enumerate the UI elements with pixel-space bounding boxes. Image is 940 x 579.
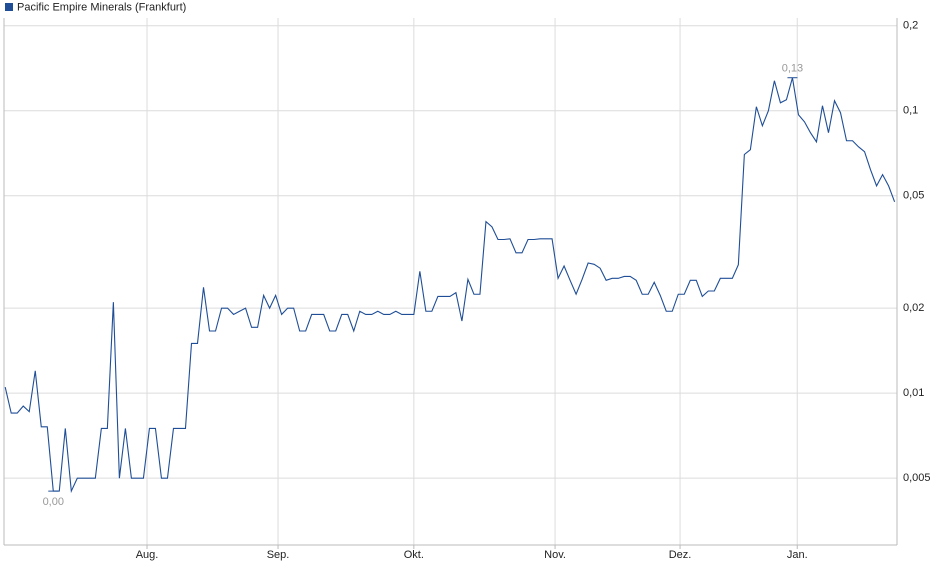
y-tick-label: 0,005	[903, 472, 931, 484]
y-tick-label: 0,02	[903, 302, 924, 314]
y-tick-label: 0,05	[903, 190, 924, 202]
x-tick-label: Aug.	[136, 549, 159, 561]
x-tick-label: Okt.	[404, 549, 424, 561]
x-tick-label: Dez.	[669, 549, 692, 561]
x-tick-label: Nov.	[544, 549, 566, 561]
legend-swatch	[5, 3, 13, 11]
x-tick-label: Sep.	[267, 549, 290, 561]
price-line	[4, 77, 896, 494]
y-tick-label: 0,2	[903, 20, 918, 32]
y-tick-label: 0,01	[903, 387, 924, 399]
y-tick-label: 0,1	[903, 105, 918, 117]
x-tick-label: Jan.	[787, 549, 808, 561]
legend-label: Pacific Empire Minerals (Frankfurt)	[17, 1, 186, 13]
min-label: 0,00	[43, 496, 64, 508]
max-label: 0,13	[782, 63, 803, 75]
